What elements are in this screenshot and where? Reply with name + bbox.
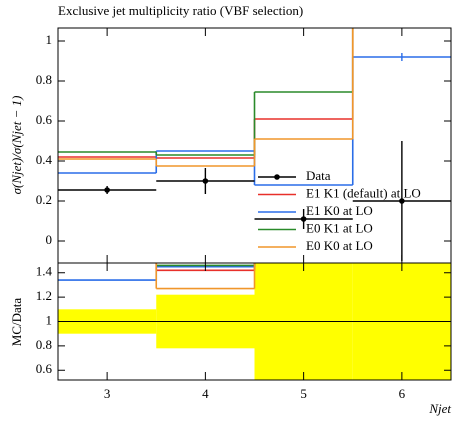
x-axis-label: Njet [428, 401, 451, 416]
data-point [300, 216, 307, 222]
y-tick-label: 1 [46, 312, 53, 327]
x-tick-label: 3 [104, 386, 111, 401]
legend-label: E0 K1 at LO [306, 220, 373, 235]
y-tick-label: 0.6 [36, 361, 53, 376]
legend-label: E0 K0 at LO [306, 238, 373, 253]
ratio-y-axis-label: MC/Data [9, 298, 24, 347]
main-plot-area [58, 28, 451, 261]
y-tick-label: 0.8 [36, 72, 52, 87]
legend-label: Data [306, 168, 331, 183]
legend-marker [274, 174, 280, 180]
data-point [399, 198, 405, 204]
y-tick-label: 1.4 [36, 264, 53, 279]
y-tick-label: 0.6 [36, 112, 53, 127]
x-tick-label: 5 [300, 386, 307, 401]
data-point [202, 178, 209, 184]
legend-label: E1 K0 at LO [306, 203, 373, 218]
y-tick-label: 0.4 [36, 152, 53, 167]
x-tick-label: 4 [202, 386, 209, 401]
y-tick-label: 1 [46, 32, 53, 47]
y-tick-label: 1.2 [36, 288, 52, 303]
data-point [104, 187, 110, 193]
y-axis-label: σ(Njet)/σ(Njet − 1) [9, 96, 24, 195]
x-tick-label: 6 [399, 386, 406, 401]
legend-label: E1 K1 (default) at LO [306, 185, 421, 200]
y-tick-label: 0.8 [36, 337, 52, 352]
axes: 0 0.2 0.4 0.6 0.8 1 0.6 0.8 1 1.2 1.4 3 4 5 6 Data E1 K1… [36, 27, 452, 401]
chart-title: Exclusive jet multiplicity ratio (VBF se… [58, 3, 303, 18]
y-tick-label: 0 [46, 232, 53, 247]
y-tick-label: 0.2 [36, 192, 52, 207]
ratio-plot-area [58, 263, 451, 380]
